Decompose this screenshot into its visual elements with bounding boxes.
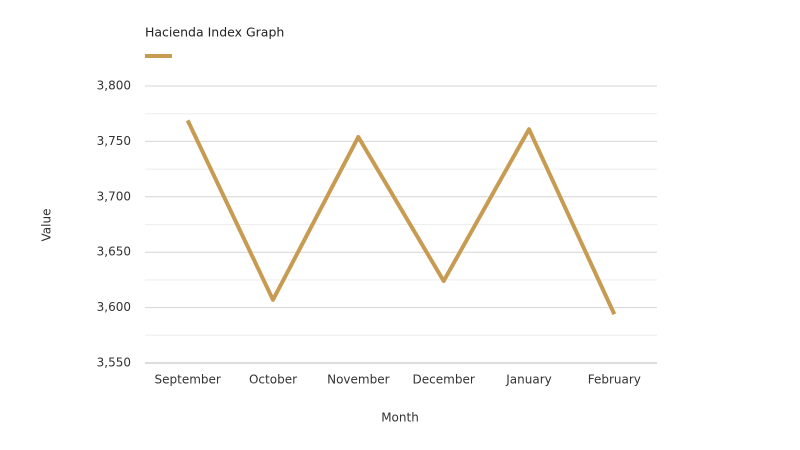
line-series [185,119,617,316]
y-tick-label: 3,800 [97,79,131,93]
y-tick-label: 3,700 [97,189,131,203]
x-axis-label: Month [381,411,419,425]
x-tick-label: October [249,373,297,387]
x-tick-label: September [155,373,221,387]
y-axis-label: Value [40,209,54,242]
x-tick-label: February [588,373,641,387]
y-tick-label: 3,600 [97,300,131,314]
y-tick-label: 3,550 [97,356,131,370]
x-tick-label: November [327,373,389,387]
x-tick-label: December [413,373,475,387]
y-tick-label: 3,750 [97,134,131,148]
y-tick-label: 3,650 [97,245,131,259]
chart-title: Hacienda Index Graph [145,25,284,40]
x-tick-label: January [505,373,552,387]
